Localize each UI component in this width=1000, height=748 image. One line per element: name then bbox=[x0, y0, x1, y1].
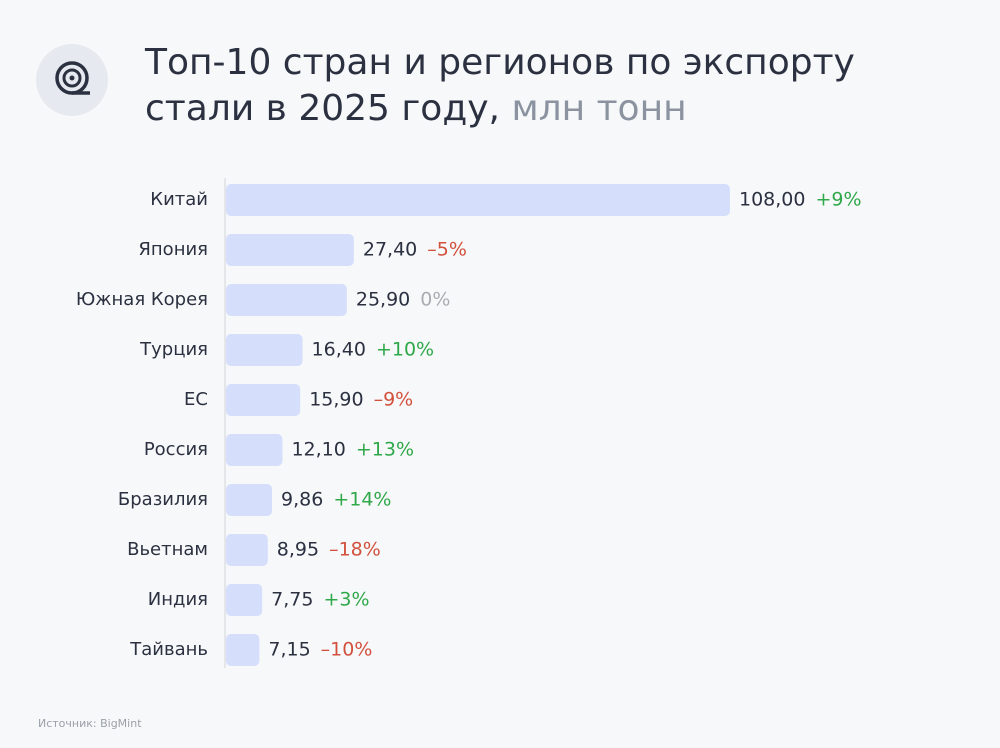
change-label: +13% bbox=[356, 439, 414, 461]
value-label: 7,15 bbox=[268, 639, 310, 661]
value-label: 108,00 bbox=[739, 189, 805, 211]
change-label: +9% bbox=[815, 189, 861, 211]
change-label: +14% bbox=[333, 489, 391, 511]
value-label: 16,40 bbox=[312, 339, 366, 361]
category-label: Япония bbox=[138, 239, 208, 260]
bar bbox=[226, 334, 303, 366]
bar bbox=[226, 634, 260, 666]
category-label: Турция bbox=[139, 339, 208, 360]
unit-label: млн тонн bbox=[511, 88, 686, 129]
category-label: ЕС bbox=[184, 389, 208, 410]
value-label: 27,40 bbox=[363, 239, 417, 261]
bar bbox=[226, 534, 268, 566]
change-label: –5% bbox=[427, 239, 467, 261]
value-label: 9,86 bbox=[281, 489, 323, 511]
chart-title: Топ-10 стран и регионов по экспорту bbox=[144, 42, 855, 83]
change-label: –9% bbox=[374, 389, 414, 411]
change-label: +3% bbox=[323, 589, 369, 611]
logo-icon bbox=[36, 44, 108, 116]
change-label: –10% bbox=[321, 639, 373, 661]
value-label: 8,95 bbox=[277, 539, 319, 561]
chart-title: стали в 2025 году, млн тонн bbox=[145, 88, 687, 129]
bar bbox=[226, 384, 301, 416]
category-label: Россия bbox=[144, 439, 208, 460]
value-label: 15,90 bbox=[309, 389, 363, 411]
bar bbox=[226, 284, 347, 316]
category-label: Бразилия bbox=[118, 489, 208, 510]
bar bbox=[226, 234, 354, 266]
bar bbox=[226, 584, 263, 616]
bar bbox=[226, 184, 730, 216]
chart-title: стали в 2025 году, bbox=[145, 88, 500, 129]
value-label: 7,75 bbox=[271, 589, 313, 611]
change-label: +10% bbox=[376, 339, 434, 361]
value-label: 25,90 bbox=[356, 289, 410, 311]
category-label: Вьетнам bbox=[127, 539, 208, 560]
category-label: Тайвань bbox=[129, 639, 208, 660]
bar bbox=[226, 434, 283, 466]
change-label: –18% bbox=[329, 539, 381, 561]
bar bbox=[226, 484, 273, 516]
change-label: 0% bbox=[420, 289, 450, 311]
category-label: Китай bbox=[150, 189, 208, 210]
category-label: Индия bbox=[148, 589, 208, 610]
source: Источник: BigMint bbox=[38, 717, 142, 730]
value-label: 12,10 bbox=[291, 439, 345, 461]
category-label: Южная Корея bbox=[76, 289, 208, 310]
